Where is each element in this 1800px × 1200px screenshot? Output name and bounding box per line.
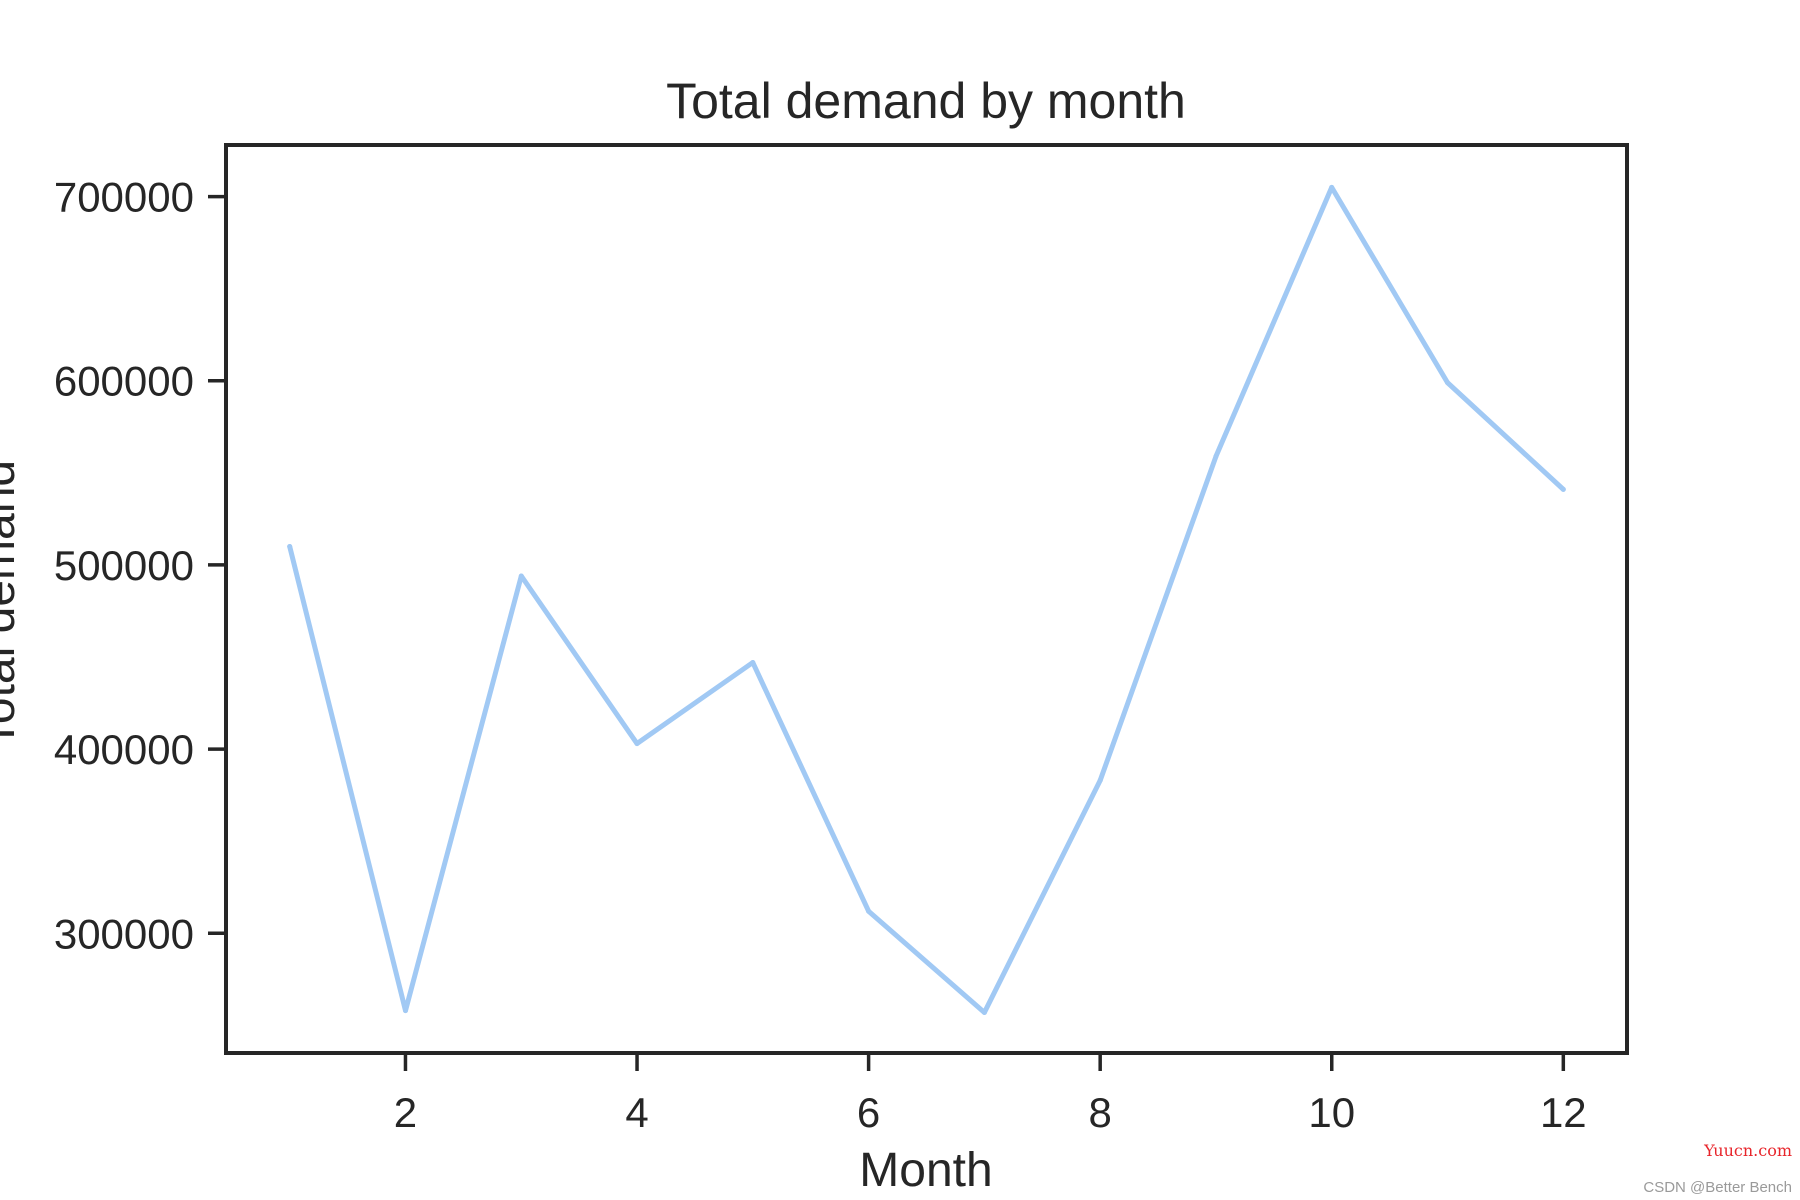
y-tick-label: 400000 [54,726,194,773]
data-point [1097,777,1103,783]
chart-title: Total demand by month [666,73,1186,129]
data-point [866,908,872,914]
site-watermark: Yuucn.com [1703,1141,1792,1160]
data-point [634,741,640,747]
data-point [1329,184,1335,190]
x-tick-label: 8 [1088,1089,1111,1136]
y-tick-label: 700000 [54,174,194,221]
data-point [518,573,524,579]
data-point [750,660,756,665]
y-tick-label: 300000 [54,910,194,957]
data-point [403,1008,408,1014]
series-line-total-demand [287,184,1566,1015]
y-axis-label: Total demand [0,460,25,748]
x-tick-label: 4 [625,1089,648,1136]
x-axis-label: Month [859,1144,992,1197]
plot-area: 2 4 6 8 10 12 300000 400000 500000 600000 700000 [54,143,1629,1136]
x-tick-label: 2 [394,1089,417,1136]
data-point [287,544,293,549]
y-tick-label: 500000 [54,542,194,589]
data-point [1445,380,1450,386]
x-tick-label: 10 [1308,1089,1355,1136]
y-tick-label: 600000 [54,358,194,405]
data-point [981,1010,987,1015]
data-point [1213,453,1219,459]
author-watermark: CSDN @Better Bench [1643,1179,1792,1196]
data-point [1560,486,1566,492]
x-tick-label: 12 [1540,1089,1587,1136]
x-tick-label: 6 [857,1089,880,1136]
plot-frame [224,143,1629,1055]
